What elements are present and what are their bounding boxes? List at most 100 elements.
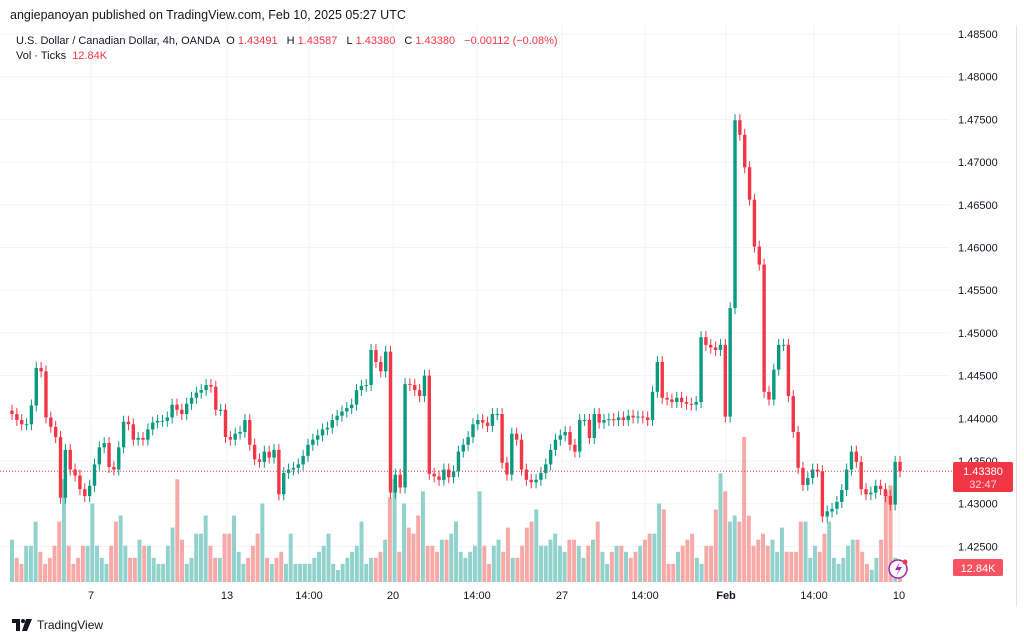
candle-body xyxy=(238,431,242,434)
candle-body xyxy=(427,375,432,474)
price-tick: 1.44500 xyxy=(958,371,998,383)
volume-bar xyxy=(274,557,279,582)
candle-body xyxy=(893,461,897,505)
candle-body xyxy=(650,391,655,421)
price-tick: 1.47500 xyxy=(958,114,998,126)
candle xyxy=(888,490,892,511)
last-volume-badge: 12.84K xyxy=(953,559,1003,576)
volume-bar xyxy=(246,557,251,582)
volume-bar xyxy=(605,563,610,582)
candle xyxy=(87,479,92,503)
price-tick: 1.48000 xyxy=(958,72,998,84)
candle-body xyxy=(442,469,446,480)
candle xyxy=(262,445,267,468)
candle-body xyxy=(607,419,611,421)
volume-bar xyxy=(373,557,378,582)
candle xyxy=(393,468,398,499)
candle-body xyxy=(320,429,325,436)
volume-bar xyxy=(742,437,747,582)
candle xyxy=(461,438,465,458)
candle xyxy=(374,343,378,368)
volume-bar xyxy=(548,539,553,582)
volume-bar xyxy=(146,545,151,582)
candle xyxy=(752,193,757,253)
candle-body xyxy=(709,344,713,348)
candle-body xyxy=(631,415,635,418)
candle-body xyxy=(898,461,902,472)
candle xyxy=(709,338,713,354)
candle-body xyxy=(859,461,863,490)
candle-body xyxy=(665,397,669,400)
candle-body xyxy=(296,464,300,468)
candle xyxy=(859,455,863,496)
candle xyxy=(92,458,97,492)
candle xyxy=(175,398,179,416)
candle xyxy=(485,416,490,432)
candle-body xyxy=(408,384,412,386)
volume-bar xyxy=(505,527,510,582)
candle xyxy=(607,413,611,427)
candle-body xyxy=(539,472,543,480)
volume-bar xyxy=(435,551,440,582)
candle xyxy=(34,361,38,412)
candle xyxy=(495,408,499,421)
chart-legend: U.S. Dollar / Canadian Dollar, 4h, OANDA… xyxy=(16,35,558,62)
close-value: 1.43380 xyxy=(415,35,456,47)
price-tick: 1.46500 xyxy=(958,200,998,212)
candle-body xyxy=(679,397,684,403)
candle-body xyxy=(417,390,422,397)
volume-bar xyxy=(841,557,846,582)
candle xyxy=(301,449,305,471)
candle xyxy=(320,423,325,442)
candle xyxy=(296,458,300,474)
volume-bar xyxy=(477,491,482,582)
candle-body xyxy=(752,199,757,247)
time-tick: 14:00 xyxy=(800,590,828,602)
volume-bar xyxy=(38,551,43,582)
volume-bar xyxy=(331,563,336,582)
candle xyxy=(476,414,480,431)
candle xyxy=(252,438,257,466)
candle-body xyxy=(199,390,203,393)
volume-bar xyxy=(784,551,789,582)
volume-bar xyxy=(420,491,425,582)
chart-frame xyxy=(8,25,1017,607)
candle xyxy=(160,414,165,427)
tradingview-logo[interactable]: TradingView xyxy=(12,618,103,632)
candle-body xyxy=(840,490,844,502)
volume-bar xyxy=(539,545,544,582)
volume-bar xyxy=(775,551,780,582)
volume-bar xyxy=(524,527,529,582)
open-value: 1.43491 xyxy=(237,35,278,47)
volume-bar xyxy=(406,527,411,582)
candle xyxy=(316,429,320,446)
volume-bar xyxy=(283,563,288,582)
time-tick: 13 xyxy=(221,590,233,602)
candle xyxy=(898,455,902,478)
volume-bar xyxy=(123,545,128,582)
candle xyxy=(228,431,233,446)
candle xyxy=(442,463,446,486)
volume-bar xyxy=(798,521,803,582)
lightning-icon[interactable] xyxy=(888,559,908,579)
candle-body xyxy=(432,473,436,477)
volume-bar xyxy=(590,539,595,582)
candle xyxy=(335,409,339,427)
candle xyxy=(636,410,640,424)
candle xyxy=(78,469,82,496)
candle xyxy=(20,414,24,431)
candle-body xyxy=(413,384,417,391)
countdown-label: 32:47 xyxy=(969,479,997,491)
candle-body xyxy=(437,476,441,480)
candle xyxy=(718,338,723,356)
candle-body xyxy=(15,414,19,421)
volume-bar xyxy=(883,491,888,582)
volume-bar xyxy=(302,563,307,582)
candle xyxy=(500,408,504,469)
candle-body xyxy=(815,469,820,472)
candle xyxy=(388,345,393,499)
volume-bar xyxy=(416,515,421,582)
candle xyxy=(762,258,766,398)
volume-bar xyxy=(633,551,638,582)
